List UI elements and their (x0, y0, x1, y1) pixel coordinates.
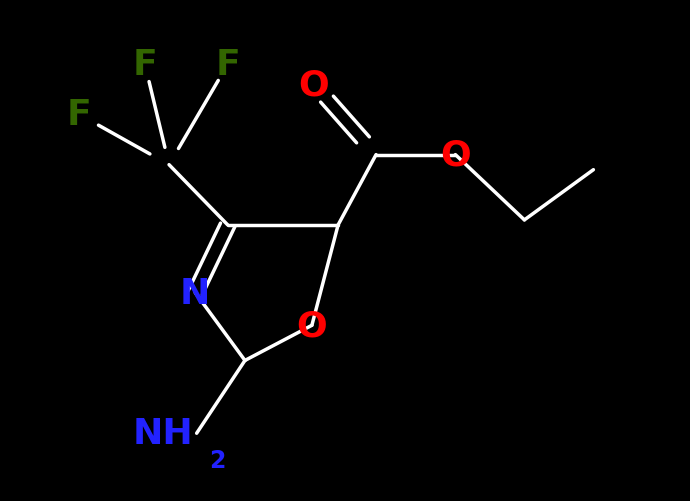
Text: 2: 2 (209, 448, 226, 472)
Text: NH: NH (132, 416, 193, 450)
Text: N: N (180, 276, 210, 310)
Text: O: O (299, 68, 329, 102)
Text: O: O (440, 138, 471, 172)
Text: O: O (297, 309, 327, 343)
Text: F: F (132, 48, 157, 82)
Text: F: F (215, 48, 240, 82)
Text: F: F (67, 98, 92, 132)
